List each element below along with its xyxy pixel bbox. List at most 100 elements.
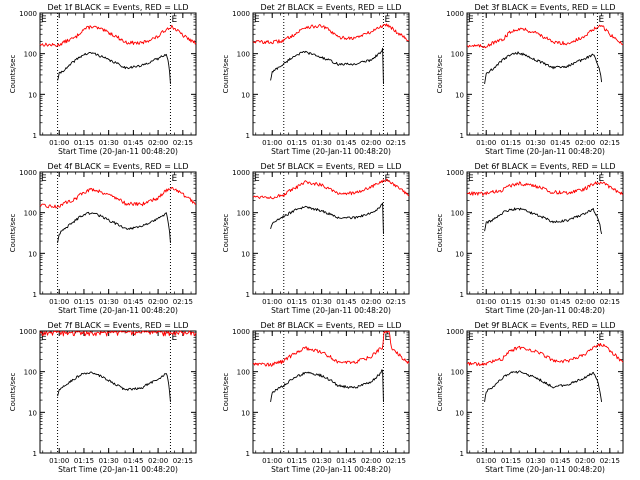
- x-axis-label: Start Time (20-Jan-11 00:48:20): [485, 147, 605, 156]
- y-tick-label: 100: [451, 51, 464, 59]
- panel-title: Det 5f BLACK = Events, RED = LLD: [260, 162, 401, 171]
- y-tick-label: 1: [460, 291, 464, 299]
- x-tick-label: 01:00: [49, 298, 69, 306]
- x-tick-label: 01:00: [262, 457, 282, 465]
- y-axis-label: Counts/sec: [222, 373, 230, 412]
- x-axis-label: Start Time (20-Jan-11 00:48:20): [271, 465, 391, 474]
- plot-frame: [466, 330, 624, 454]
- panel-5: Det 5f BLACK = Events, RED = LLD 1 10 100 10…: [222, 162, 410, 315]
- x-tick-label: 02:00: [361, 457, 381, 465]
- x-tick-label: 01:45: [123, 139, 143, 147]
- x-tick-label: 01:30: [99, 139, 119, 147]
- panel-title: Det 9f BLACK = Events, RED = LLD: [474, 321, 615, 330]
- y-tick-label: 1: [246, 132, 250, 140]
- x-tick-label: 02:15: [600, 139, 620, 147]
- y-tick-label: 1: [246, 450, 250, 458]
- panel-title: Det 2f BLACK = Events, RED = LLD: [260, 3, 401, 12]
- events-series-line: [57, 371, 171, 402]
- x-axis-label: Start Time (20-Jan-11 00:48:20): [58, 147, 178, 156]
- x-tick-label: 02:15: [386, 457, 406, 465]
- x-tick-label: 02:15: [173, 457, 193, 465]
- y-axis-label: Counts/sec: [436, 214, 444, 253]
- y-tick-label: 100: [237, 210, 250, 218]
- y-axis-label: Counts/sec: [222, 214, 230, 253]
- lld-series-line: [39, 187, 197, 209]
- y-tick-label: 1000: [19, 10, 37, 18]
- panel-2: Det 2f BLACK = Events, RED = LLD 1 10 100 10…: [222, 3, 410, 156]
- plot-frame: [466, 171, 624, 295]
- y-tick-label: 100: [451, 210, 464, 218]
- y-tick-label: 10: [241, 91, 250, 99]
- x-tick-label: 01:30: [312, 457, 332, 465]
- x-tick-label: 01:30: [99, 457, 119, 465]
- y-tick-label: 100: [24, 210, 37, 218]
- x-tick-label: 01:45: [123, 298, 143, 306]
- y-axis-label: Counts/sec: [436, 373, 444, 412]
- x-tick-label: 01:15: [287, 457, 307, 465]
- panel-4: Det 4f BLACK = Events, RED = LLD 1 10 100 10…: [9, 162, 197, 315]
- events-series-line: [57, 52, 171, 84]
- y-tick-label: 10: [28, 250, 37, 258]
- lld-series-line: [466, 342, 624, 367]
- x-tick-label: 02:15: [173, 139, 193, 147]
- x-tick-label: 01:15: [74, 139, 94, 147]
- panel-title: Det 6f BLACK = Events, RED = LLD: [474, 162, 615, 171]
- y-axis-label: Counts/sec: [9, 373, 17, 412]
- panel-6: Det 6f BLACK = Events, RED = LLD 1 10 100 10…: [436, 162, 624, 315]
- y-tick-label: 1: [460, 450, 464, 458]
- marker-label: E: [384, 15, 390, 25]
- y-tick-label: 1000: [446, 10, 464, 18]
- y-tick-label: 100: [24, 369, 37, 377]
- x-tick-label: 02:00: [148, 139, 168, 147]
- plot-frame: [252, 171, 410, 295]
- y-tick-label: 10: [241, 409, 250, 417]
- x-tick-label: 01:30: [526, 457, 546, 465]
- x-tick-label: 01:00: [262, 298, 282, 306]
- y-tick-label: 1000: [19, 328, 37, 336]
- x-axis-label: Start Time (20-Jan-11 00:48:20): [271, 147, 391, 156]
- marker-label: E: [171, 333, 177, 343]
- y-tick-label: 100: [237, 369, 250, 377]
- events-series-line: [57, 211, 171, 244]
- marker-label: E: [254, 174, 260, 184]
- y-tick-label: 1000: [19, 169, 37, 177]
- y-tick-label: 1: [33, 450, 37, 458]
- y-tick-label: 1: [33, 291, 37, 299]
- lld-series-line: [252, 178, 410, 200]
- panel-title: Det 7f BLACK = Events, RED = LLD: [47, 321, 188, 330]
- x-tick-label: 01:45: [336, 457, 356, 465]
- y-axis-label: Counts/sec: [9, 214, 17, 253]
- x-tick-label: 02:15: [600, 457, 620, 465]
- x-tick-label: 02:15: [386, 139, 406, 147]
- x-tick-label: 01:45: [550, 298, 570, 306]
- x-tick-label: 02:00: [575, 139, 595, 147]
- marker-label: E: [254, 15, 260, 25]
- plot-frame: [252, 330, 410, 454]
- y-axis-label: Counts/sec: [222, 55, 230, 94]
- y-tick-label: 1000: [446, 328, 464, 336]
- y-tick-label: 100: [237, 51, 250, 59]
- x-tick-label: 02:00: [575, 457, 595, 465]
- panel-title: Det 3f BLACK = Events, RED = LLD: [474, 3, 615, 12]
- x-tick-label: 02:00: [148, 457, 168, 465]
- x-tick-label: 01:30: [526, 139, 546, 147]
- y-tick-label: 1: [33, 132, 37, 140]
- x-tick-label: 02:15: [173, 298, 193, 306]
- panel-title: Det 4f BLACK = Events, RED = LLD: [47, 162, 188, 171]
- plot-frame: [466, 12, 624, 136]
- plot-frame: [39, 171, 197, 295]
- y-tick-label: 10: [28, 91, 37, 99]
- x-tick-label: 01:00: [476, 457, 496, 465]
- marker-label: E: [41, 15, 47, 25]
- x-tick-label: 02:00: [575, 298, 595, 306]
- x-tick-label: 01:45: [550, 139, 570, 147]
- x-tick-label: 01:15: [74, 298, 94, 306]
- x-tick-label: 01:45: [550, 457, 570, 465]
- y-tick-label: 1000: [232, 169, 250, 177]
- x-tick-label: 02:00: [148, 298, 168, 306]
- x-axis-label: Start Time (20-Jan-11 00:48:20): [485, 465, 605, 474]
- x-tick-label: 01:15: [501, 298, 521, 306]
- x-tick-label: 02:15: [600, 298, 620, 306]
- x-tick-label: 02:15: [386, 298, 406, 306]
